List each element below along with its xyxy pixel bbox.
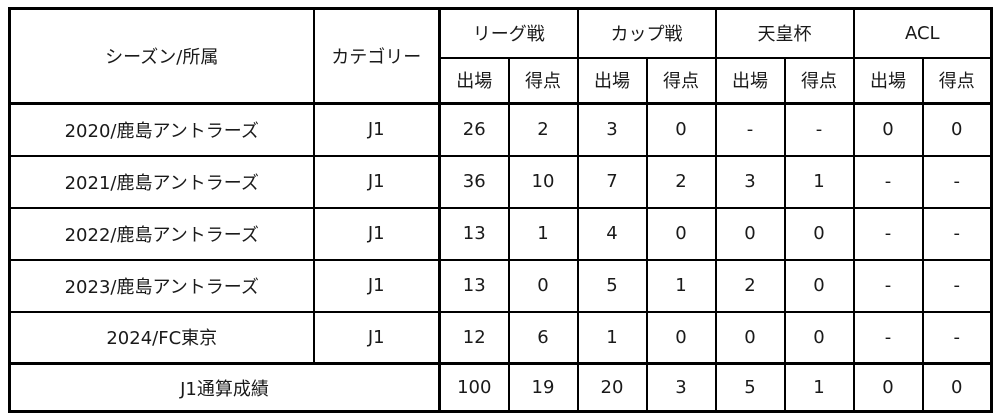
stat-cell: -: [783, 102, 855, 157]
table-row-2020: 2020/鹿島アントラーズ J1 26 2 3 0 - - 0 0: [8, 102, 993, 157]
stat-cell: -: [852, 258, 924, 313]
player-season-stats-table: シーズン/所属 カテゴリー リーグ戦 カップ戦 天皇杯 ACL 出場 得点 出場…: [8, 7, 993, 413]
stat-cell: 3: [714, 154, 786, 209]
stat-cell: 0: [714, 310, 786, 365]
header-sub-row: 出場 得点 出場 得点 出場 得点 出場 得点: [10, 56, 993, 105]
header-season-affiliation: シーズン/所属: [8, 7, 315, 105]
table-row-2022: 2022/鹿島アントラーズ J1 13 1 4 0 0 0 - -: [8, 206, 993, 261]
total-label-cell: J1通算成績: [8, 362, 441, 413]
stat-cell: -: [921, 154, 993, 209]
category-cell: J1: [312, 102, 441, 157]
table-row-2021: 2021/鹿島アントラーズ J1 36 10 7 2 3 1 - -: [8, 154, 993, 209]
total-stat-cell: 100: [438, 362, 510, 413]
table-header: シーズン/所属 カテゴリー リーグ戦 カップ戦 天皇杯 ACL 出場 得点 出場…: [8, 7, 993, 105]
stat-cell: 5: [576, 258, 648, 313]
stat-cell: 1: [645, 258, 717, 313]
stat-cell: -: [921, 258, 993, 313]
header-group-league: リーグ戦: [438, 7, 579, 59]
header-cup-appearances: 出場: [576, 56, 648, 105]
season-cell: 2023/鹿島アントラーズ: [8, 258, 315, 313]
stat-cell: -: [714, 102, 786, 157]
stat-cell: 0: [783, 310, 855, 365]
stat-cell: 36: [438, 154, 510, 209]
header-emperors-cup-appearances: 出場: [714, 56, 786, 105]
header-acl-goals: 得点: [921, 56, 993, 105]
stat-cell: 3: [576, 102, 648, 157]
stat-cell: 0: [783, 206, 855, 261]
header-acl-appearances: 出場: [852, 56, 924, 105]
stat-cell: 12: [438, 310, 510, 365]
header-group-emperors-cup: 天皇杯: [714, 7, 855, 59]
season-cell: 2020/鹿島アントラーズ: [8, 102, 315, 157]
stat-cell: 0: [645, 206, 717, 261]
stat-cell: 1: [783, 154, 855, 209]
stat-cell: -: [852, 310, 924, 365]
stat-cell: 0: [507, 258, 579, 313]
stat-cell: -: [921, 206, 993, 261]
header-league-goals: 得点: [507, 56, 579, 105]
header-league-appearances: 出場: [438, 56, 510, 105]
stat-cell: 2: [645, 154, 717, 209]
stat-cell: 0: [645, 102, 717, 157]
stat-cell: 0: [645, 310, 717, 365]
stat-cell: 13: [438, 258, 510, 313]
table-body: 2020/鹿島アントラーズ J1 26 2 3 0 - - 0 0 2021/鹿…: [8, 102, 993, 413]
stat-cell: 1: [576, 310, 648, 365]
stat-cell: 26: [438, 102, 510, 157]
stat-cell: -: [921, 310, 993, 365]
table-row-2023: 2023/鹿島アントラーズ J1 13 0 5 1 2 0 - -: [8, 258, 993, 313]
stat-cell: 0: [852, 102, 924, 157]
header-category: カテゴリー: [312, 7, 441, 105]
total-stat-cell: 0: [921, 362, 993, 413]
stat-cell: 10: [507, 154, 579, 209]
total-stat-cell: 0: [852, 362, 924, 413]
stat-cell: 6: [507, 310, 579, 365]
stat-cell: 0: [921, 102, 993, 157]
stat-cell: 2: [507, 102, 579, 157]
stat-cell: 7: [576, 154, 648, 209]
stat-cell: 2: [714, 258, 786, 313]
stat-cell: -: [852, 206, 924, 261]
stat-cell: 1: [507, 206, 579, 261]
stat-cell: 4: [576, 206, 648, 261]
category-cell: J1: [312, 310, 441, 365]
total-stat-cell: 1: [783, 362, 855, 413]
stat-cell: 0: [714, 206, 786, 261]
total-stat-cell: 3: [645, 362, 717, 413]
total-stat-cell: 5: [714, 362, 786, 413]
total-stat-cell: 20: [576, 362, 648, 413]
season-cell: 2021/鹿島アントラーズ: [8, 154, 315, 209]
total-stat-cell: 19: [507, 362, 579, 413]
season-cell: 2024/FC東京: [8, 310, 315, 365]
stat-cell: 13: [438, 206, 510, 261]
table-row-total: J1通算成績 100 19 20 3 5 1 0 0: [8, 362, 993, 413]
stat-cell: -: [852, 154, 924, 209]
category-cell: J1: [312, 206, 441, 261]
header-group-row: シーズン/所属 カテゴリー リーグ戦 カップ戦 天皇杯 ACL: [8, 7, 993, 105]
stat-cell: 0: [783, 258, 855, 313]
category-cell: J1: [312, 258, 441, 313]
header-emperors-cup-goals: 得点: [783, 56, 855, 105]
header-cup-goals: 得点: [645, 56, 717, 105]
category-cell: J1: [312, 154, 441, 209]
table-row-2024: 2024/FC東京 J1 12 6 1 0 0 0 - -: [8, 310, 993, 365]
header-group-cup: カップ戦: [576, 7, 717, 59]
season-cell: 2022/鹿島アントラーズ: [8, 206, 315, 261]
header-group-acl: ACL: [852, 7, 993, 59]
